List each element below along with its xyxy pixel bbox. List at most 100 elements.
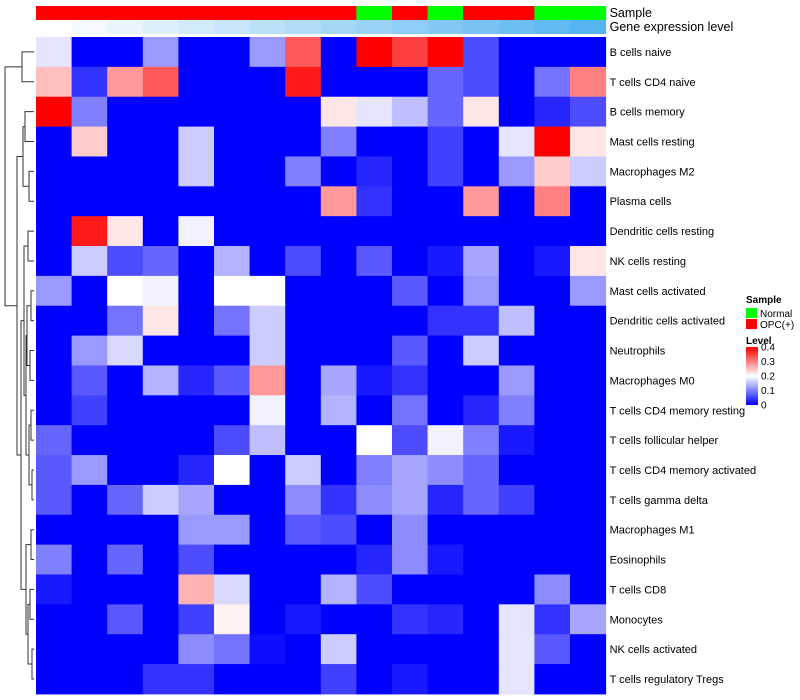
heatmap-cell xyxy=(463,365,500,396)
expression-annotation-cell xyxy=(249,20,286,34)
heatmap-cell xyxy=(356,664,393,695)
row-label: Monocytes xyxy=(610,614,664,626)
heatmap-cell xyxy=(71,275,108,307)
row-label: Mast cells activated xyxy=(610,286,706,298)
level-tick-label: 0 xyxy=(761,401,767,412)
heatmap-cell xyxy=(285,216,322,247)
row-labels: B cells naive T cells CD4 naive B cells me… xyxy=(610,47,757,686)
heatmap-cell xyxy=(320,514,357,546)
heatmap-cell xyxy=(534,604,571,635)
heatmap-cell xyxy=(36,514,73,546)
heatmap-cell xyxy=(142,335,179,366)
heatmap-cell xyxy=(498,186,535,217)
heatmap-cell xyxy=(570,335,607,366)
heatmap-cell xyxy=(71,574,108,605)
dendrogram-link xyxy=(28,170,34,202)
heatmap-cell xyxy=(249,574,286,605)
heatmap-cell xyxy=(534,186,571,217)
heatmap-cell xyxy=(427,96,464,128)
heatmap-cell xyxy=(249,664,286,695)
heatmap-cell xyxy=(71,66,108,98)
heatmap-cell xyxy=(285,156,322,187)
heatmap-cell xyxy=(392,514,429,546)
heatmap-cell xyxy=(427,574,464,605)
heatmap-cell xyxy=(249,275,286,307)
row-label: Neutrophils xyxy=(610,346,666,358)
heatmap-cell xyxy=(71,395,108,426)
heatmap-cell xyxy=(320,544,357,575)
heatmap-cell xyxy=(285,574,322,605)
row-label: T cells regulatory Tregs xyxy=(610,674,725,686)
heatmap-cell xyxy=(249,96,286,128)
heatmap-cell xyxy=(249,544,286,575)
heatmap-cell xyxy=(285,455,322,486)
heatmap-cell xyxy=(214,96,251,128)
heatmap-cell xyxy=(71,96,108,128)
expression-annotation-cell xyxy=(570,20,607,34)
heatmap-cell xyxy=(498,365,535,396)
heatmap-cell xyxy=(392,365,429,396)
heatmap-cell xyxy=(392,186,429,217)
heatmap-cell xyxy=(356,395,393,426)
heatmap-cell xyxy=(392,156,429,187)
heatmap-cell xyxy=(71,37,108,68)
expression-annotation-cell xyxy=(427,20,464,34)
heatmap-cell xyxy=(320,425,357,456)
expression-annotation-cell xyxy=(107,20,144,34)
heatmap-cell xyxy=(463,246,500,277)
heatmap-cell xyxy=(392,126,429,157)
heatmap-cell xyxy=(534,664,571,695)
heatmap-cell xyxy=(534,216,571,247)
heatmap-cell xyxy=(498,156,535,187)
heatmap-cell xyxy=(107,305,144,337)
heatmap-cell xyxy=(534,365,571,396)
heatmap-cell xyxy=(178,604,215,635)
heatmap-cell xyxy=(285,484,322,516)
heatmap-cell xyxy=(570,514,607,546)
legend-item-label: OPC(+) xyxy=(760,320,794,331)
row-label: T cells CD4 memory resting xyxy=(610,405,746,417)
heatmap-cell xyxy=(498,126,535,157)
heatmap-cell xyxy=(36,664,73,695)
heatmap-cell xyxy=(427,634,464,665)
heatmap-cell xyxy=(178,66,215,98)
expression-annotation-cell xyxy=(356,20,393,34)
heatmap-cell xyxy=(249,186,286,217)
heatmap-cell xyxy=(36,604,73,635)
heatmap-cell xyxy=(107,544,144,575)
heatmap-cell xyxy=(71,365,108,396)
heatmap-cell xyxy=(36,186,73,217)
heatmap-cell xyxy=(534,246,571,277)
level-tick-label: 0.2 xyxy=(761,372,775,383)
heatmap-cell xyxy=(285,514,322,546)
heatmap-cell xyxy=(570,574,607,605)
heatmap-cell xyxy=(356,66,393,98)
heatmap-cell xyxy=(36,126,73,157)
heatmap-cell xyxy=(214,634,251,665)
row-label: NK cells activated xyxy=(610,644,697,656)
expression-annotation-cell xyxy=(285,20,322,34)
heatmap-cell xyxy=(570,216,607,247)
heatmap-cell xyxy=(107,604,144,635)
heatmap-cell xyxy=(498,514,535,546)
heatmap-cell xyxy=(427,514,464,546)
heatmap-cell xyxy=(463,156,500,187)
heatmap-cell xyxy=(36,275,73,307)
heatmap-cell xyxy=(356,37,393,68)
level-colorbar xyxy=(746,347,758,405)
heatmap-cell xyxy=(107,246,144,277)
heatmap-cell xyxy=(285,275,322,307)
heatmap-cell xyxy=(356,574,393,605)
heatmap-cell xyxy=(285,544,322,575)
expression-annotation-cell xyxy=(392,20,429,34)
heatmap-cell xyxy=(320,574,357,605)
heatmap-cell xyxy=(463,275,500,307)
heatmap-cell xyxy=(463,664,500,695)
legend-swatch xyxy=(746,319,757,329)
dendrogram-link xyxy=(16,155,23,456)
heatmap-cell xyxy=(214,305,251,337)
heatmap-cell xyxy=(427,246,464,277)
row-label: Macrophages M0 xyxy=(610,375,695,387)
heatmap-cell xyxy=(498,604,535,635)
heatmap-cell xyxy=(498,455,535,486)
